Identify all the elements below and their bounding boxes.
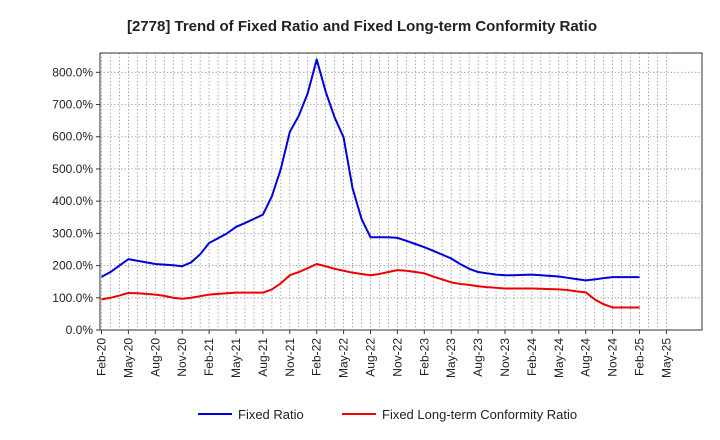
- y-tick-label: 0.0%: [66, 323, 94, 337]
- x-tick-label: May-22: [337, 338, 351, 378]
- chart-title: [2778] Trend of Fixed Ratio and Fixed Lo…: [127, 18, 597, 35]
- x-tick-label: Feb-24: [525, 338, 539, 376]
- legend-label-2: Fixed Long-term Conformity Ratio: [382, 407, 577, 422]
- x-tick-label: Aug-23: [471, 338, 485, 377]
- x-tick-label: Feb-20: [95, 338, 109, 376]
- x-tick-label: Nov-21: [283, 338, 297, 377]
- x-tick-label: May-23: [444, 338, 458, 378]
- x-tick-label: May-20: [121, 338, 135, 378]
- grid-layer: [100, 53, 702, 330]
- x-tick-label: Aug-20: [148, 338, 162, 377]
- x-tick-label: Feb-23: [417, 338, 431, 376]
- series-line-2: [101, 262, 640, 309]
- legend: Fixed Ratio Fixed Long-term Conformity Ra…: [198, 407, 577, 422]
- x-tick-label: Aug-24: [579, 338, 593, 377]
- y-tick-label: 700.0%: [52, 98, 93, 112]
- x-tick-label: May-24: [552, 338, 566, 378]
- series-layer: [101, 58, 640, 309]
- x-tick-label: Feb-21: [202, 338, 216, 376]
- y-tick-label: 800.0%: [52, 65, 93, 79]
- series-line-1: [101, 58, 640, 282]
- y-tick-label: 100.0%: [52, 291, 93, 305]
- legend-label-1: Fixed Ratio: [238, 407, 304, 422]
- x-tick-label: Aug-22: [364, 338, 378, 377]
- x-tick-label: Feb-22: [310, 338, 324, 376]
- x-tick-label: Nov-22: [390, 338, 404, 377]
- y-tick-label: 300.0%: [52, 226, 93, 240]
- y-tick-label: 500.0%: [52, 162, 93, 176]
- x-tick-label: Feb-25: [633, 338, 647, 376]
- x-tick-label: Nov-20: [175, 338, 189, 377]
- y-tick-label: 400.0%: [52, 194, 93, 208]
- plot-frame: [99, 52, 703, 331]
- y-tick-label: 200.0%: [52, 259, 93, 273]
- x-tick-label: May-25: [659, 338, 673, 378]
- x-tick-label: Nov-23: [498, 338, 512, 377]
- x-tick-label: Aug-21: [256, 338, 270, 377]
- y-tick-label: 600.0%: [52, 130, 93, 144]
- x-tick-label: May-21: [229, 338, 243, 378]
- axis-labels: 0.0% 100.0% 200.0% 300.0% 400.0% 500.0% 600.0%…: [52, 65, 673, 378]
- x-tick-label: Nov-24: [606, 338, 620, 377]
